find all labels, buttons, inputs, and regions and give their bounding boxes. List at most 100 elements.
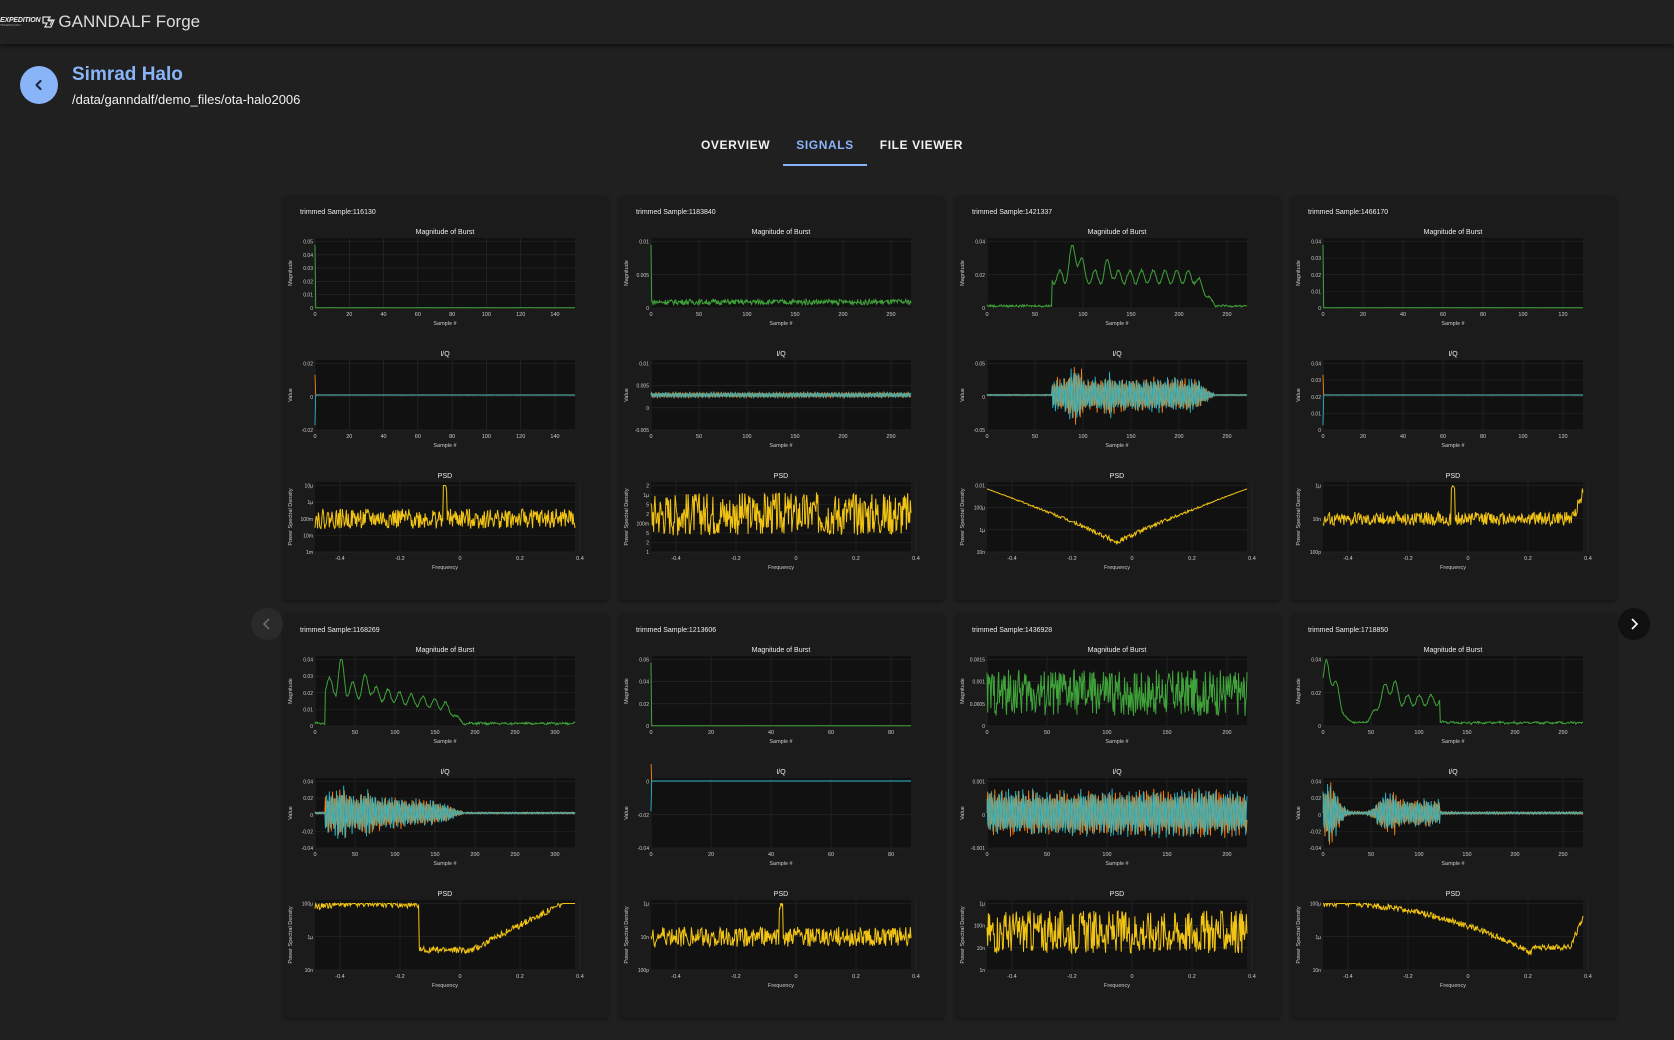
iq-plot[interactable]: I/Q 0 20 40 60 80 100 120 0 0.01 0.02 0.03 0.04 Sampl… (1291, 346, 1616, 468)
signal-card[interactable]: trimmed Sample:1421337 Magnitude of Burst… (955, 196, 1280, 600)
y-axis-label: Power Spectral Density (288, 488, 294, 545)
psd-plot-area (987, 482, 1247, 552)
magnitude-plot[interactable]: Magnitude of Burst 0 50 100 150 200 250 0 0.005 0… (619, 224, 944, 346)
x-tick-label: 0.2 (852, 974, 860, 980)
x-tick-label: 150 (1126, 312, 1135, 318)
psd-title: PSD (438, 891, 452, 898)
x-tick-label: 300 (550, 852, 559, 858)
signal-card[interactable]: trimmed Sample:1213606 Magnitude of Burst… (619, 614, 944, 1018)
iq-plot[interactable]: I/Q 0 50 100 150 200 250 -0.04 -0.02 0 0.02 0.04 Sam… (1291, 764, 1616, 886)
tab-signals[interactable]: SIGNALS (783, 130, 867, 166)
psd-trace (986, 488, 1248, 545)
y-tick-label: 0 (646, 306, 649, 312)
y-tick-label: 1µ (307, 500, 313, 506)
x-axis-label: Sample # (433, 443, 457, 449)
magnitude-trace (986, 668, 1248, 717)
y-tick-label: 10n (305, 968, 314, 974)
x-axis-label: Sample # (433, 861, 457, 867)
magnitude-title: Magnitude of Burst (752, 647, 811, 654)
x-tick-label: 0.4 (1248, 974, 1256, 980)
magnitude-plot[interactable]: Magnitude of Burst 0 50 100 150 200 250 0 0.02 0.… (955, 224, 1280, 346)
y-axis-label: Magnitude (960, 260, 966, 286)
magnitude-plot[interactable]: Magnitude of Burst 0 50 100 150 200 0 0.0005 0.0… (955, 642, 1280, 764)
iq-plot-area (651, 778, 911, 848)
back-button[interactable] (20, 66, 58, 104)
y-tick-label: 0.005 (636, 273, 649, 279)
x-tick-label: 0 (649, 730, 652, 736)
x-tick-label: -0.4 (1343, 974, 1352, 980)
x-tick-label: 100 (1078, 434, 1087, 440)
x-tick-label: 120 (516, 312, 525, 318)
iq-plot[interactable]: I/Q 0 50 100 150 200 250 -0.05 0 0.05 Sample # Valu… (955, 346, 1280, 468)
iq-plot[interactable]: I/Q 0 50 100 150 200 -0.001 0 0.001 Sample # Value (955, 764, 1280, 886)
x-tick-label: 0 (1130, 974, 1133, 980)
signal-card[interactable]: trimmed Sample:1718850 Magnitude of Burst… (1291, 614, 1616, 1018)
signal-card[interactable]: trimmed Sample:1183840 Magnitude of Burst… (619, 196, 944, 600)
x-tick-label: 140 (550, 434, 559, 440)
psd-plot[interactable]: PSD -0.4 -0.2 0 0.2 0.4 10n 1µ 100µ 0.01 Frequency… (955, 468, 1280, 590)
magnitude-trace (650, 244, 912, 307)
iq-plot[interactable]: I/Q 0 50 100 150 200 250 300 -0.04 -0.02 0 0.02 0.04… (283, 764, 608, 886)
x-tick-label: 0 (1321, 852, 1324, 858)
magnitude-plot[interactable]: Magnitude of Burst 0 20 40 60 80 0 0.02 0.04 0.06… (619, 642, 944, 764)
psd-title: PSD (774, 473, 788, 480)
x-tick-label: -0.2 (731, 556, 740, 562)
magnitude-trace (314, 244, 575, 309)
signal-card[interactable]: trimmed Sample:1436928 Magnitude of Burst… (955, 614, 1280, 1018)
psd-plot[interactable]: PSD -0.4 -0.2 0 0.2 0.4 1m 10m 100m 1µ 10µ Frequenc… (283, 468, 608, 590)
x-tick-label: 200 (1510, 730, 1519, 736)
x-tick-label: 0.2 (1188, 974, 1196, 980)
x-axis-label: Sample # (433, 321, 457, 327)
signal-card[interactable]: trimmed Sample:1466170 Magnitude of Burst… (1291, 196, 1616, 600)
i-trace (314, 789, 576, 838)
iq-title: I/Q (1448, 769, 1458, 776)
iq-plot[interactable]: I/Q 0 50 100 150 200 250 -0.005 0 0.005 0.01 Sample… (619, 346, 944, 468)
x-tick-label: -0.4 (1007, 556, 1016, 562)
x-tick-label: 50 (696, 434, 702, 440)
x-tick-label: 100 (1414, 730, 1423, 736)
psd-plot[interactable]: PSD -0.4 -0.2 0 0.2 0.4 10n 1µ 100µ Frequency Powe… (1291, 886, 1616, 1008)
psd-plot[interactable]: PSD -0.4 -0.2 0 0.2 0.4 100p 10n 1µ Frequency Powe… (619, 886, 944, 1008)
magnitude-plot[interactable]: Magnitude of Burst 0 20 40 60 80 100 120 140 0 0.0… (283, 224, 608, 346)
magnitude-plot[interactable]: Magnitude of Burst 0 20 40 60 80 100 120 0 0.01 0.… (1291, 224, 1616, 346)
y-tick-label: -0.001 (971, 846, 985, 852)
x-tick-label: 120 (1558, 312, 1567, 318)
previous-page-button[interactable] (251, 608, 283, 640)
y-tick-label: 0.01 (639, 362, 649, 368)
psd-plot[interactable]: PSD -0.4 -0.2 0 0.2 0.4 1 2 5 100m 2 5 1µ 2 Frequency P… (619, 468, 944, 590)
x-tick-label: 100 (390, 730, 399, 736)
q-trace (650, 780, 911, 812)
psd-plot[interactable]: PSD -0.4 -0.2 0 0.2 0.4 1n 10n 100n 1µ Frequency Po… (955, 886, 1280, 1008)
iq-plot[interactable]: I/Q 0 20 40 60 80 -0.04 -0.02 0 Sample # Value (619, 764, 944, 886)
iq-plot[interactable]: I/Q 0 20 40 60 80 100 120 140 -0.02 0 0.02 Sample # V… (283, 346, 608, 468)
y-axis-label: Power Spectral Density (624, 906, 630, 963)
y-tick-label: 0 (310, 306, 313, 312)
x-tick-label: 20 (708, 852, 714, 858)
y-tick-label: 0.03 (1311, 378, 1321, 384)
x-tick-label: 20 (1360, 312, 1366, 318)
x-tick-label: -0.2 (1403, 556, 1412, 562)
app-logo[interactable]: EXPEDITION TECHNOLOGY (0, 15, 56, 29)
x-tick-label: 60 (828, 852, 834, 858)
signal-card[interactable]: trimmed Sample:1168269 Magnitude of Burst… (283, 614, 608, 1018)
y-tick-label: 0.05 (975, 362, 985, 368)
q-trace (314, 785, 576, 839)
magnitude-plot[interactable]: Magnitude of Burst 0 50 100 150 200 250 300 0 0.0… (283, 642, 608, 764)
signal-card[interactable]: trimmed Sample:116130 Magnitude of Burst 0… (283, 196, 608, 600)
x-tick-label: 0.2 (1188, 556, 1196, 562)
x-tick-label: 0.2 (516, 974, 524, 980)
tab-overview[interactable]: OVERVIEW (700, 138, 771, 152)
x-tick-label: 0 (313, 434, 316, 440)
q-trace (650, 390, 912, 400)
y-tick-label: 1µ (1315, 935, 1321, 941)
magnitude-plot[interactable]: Magnitude of Burst 0 50 100 150 200 250 0 0.02 0.… (1291, 642, 1616, 764)
logo-text: EXPEDITION (0, 17, 41, 24)
x-tick-label: 60 (415, 434, 421, 440)
x-tick-label: 0.4 (1584, 974, 1592, 980)
psd-plot[interactable]: PSD -0.4 -0.2 0 0.2 0.4 10n 1µ 100µ Frequency Powe… (283, 886, 608, 1008)
x-axis-label: Sample # (1441, 321, 1465, 327)
next-page-button[interactable] (1618, 608, 1650, 640)
tab-file-viewer[interactable]: FILE VIEWER (879, 138, 964, 152)
psd-plot[interactable]: PSD -0.4 -0.2 0 0.2 0.4 100p 10n 1µ Frequency Powe… (1291, 468, 1616, 590)
y-tick-label: 0.04 (303, 658, 313, 664)
